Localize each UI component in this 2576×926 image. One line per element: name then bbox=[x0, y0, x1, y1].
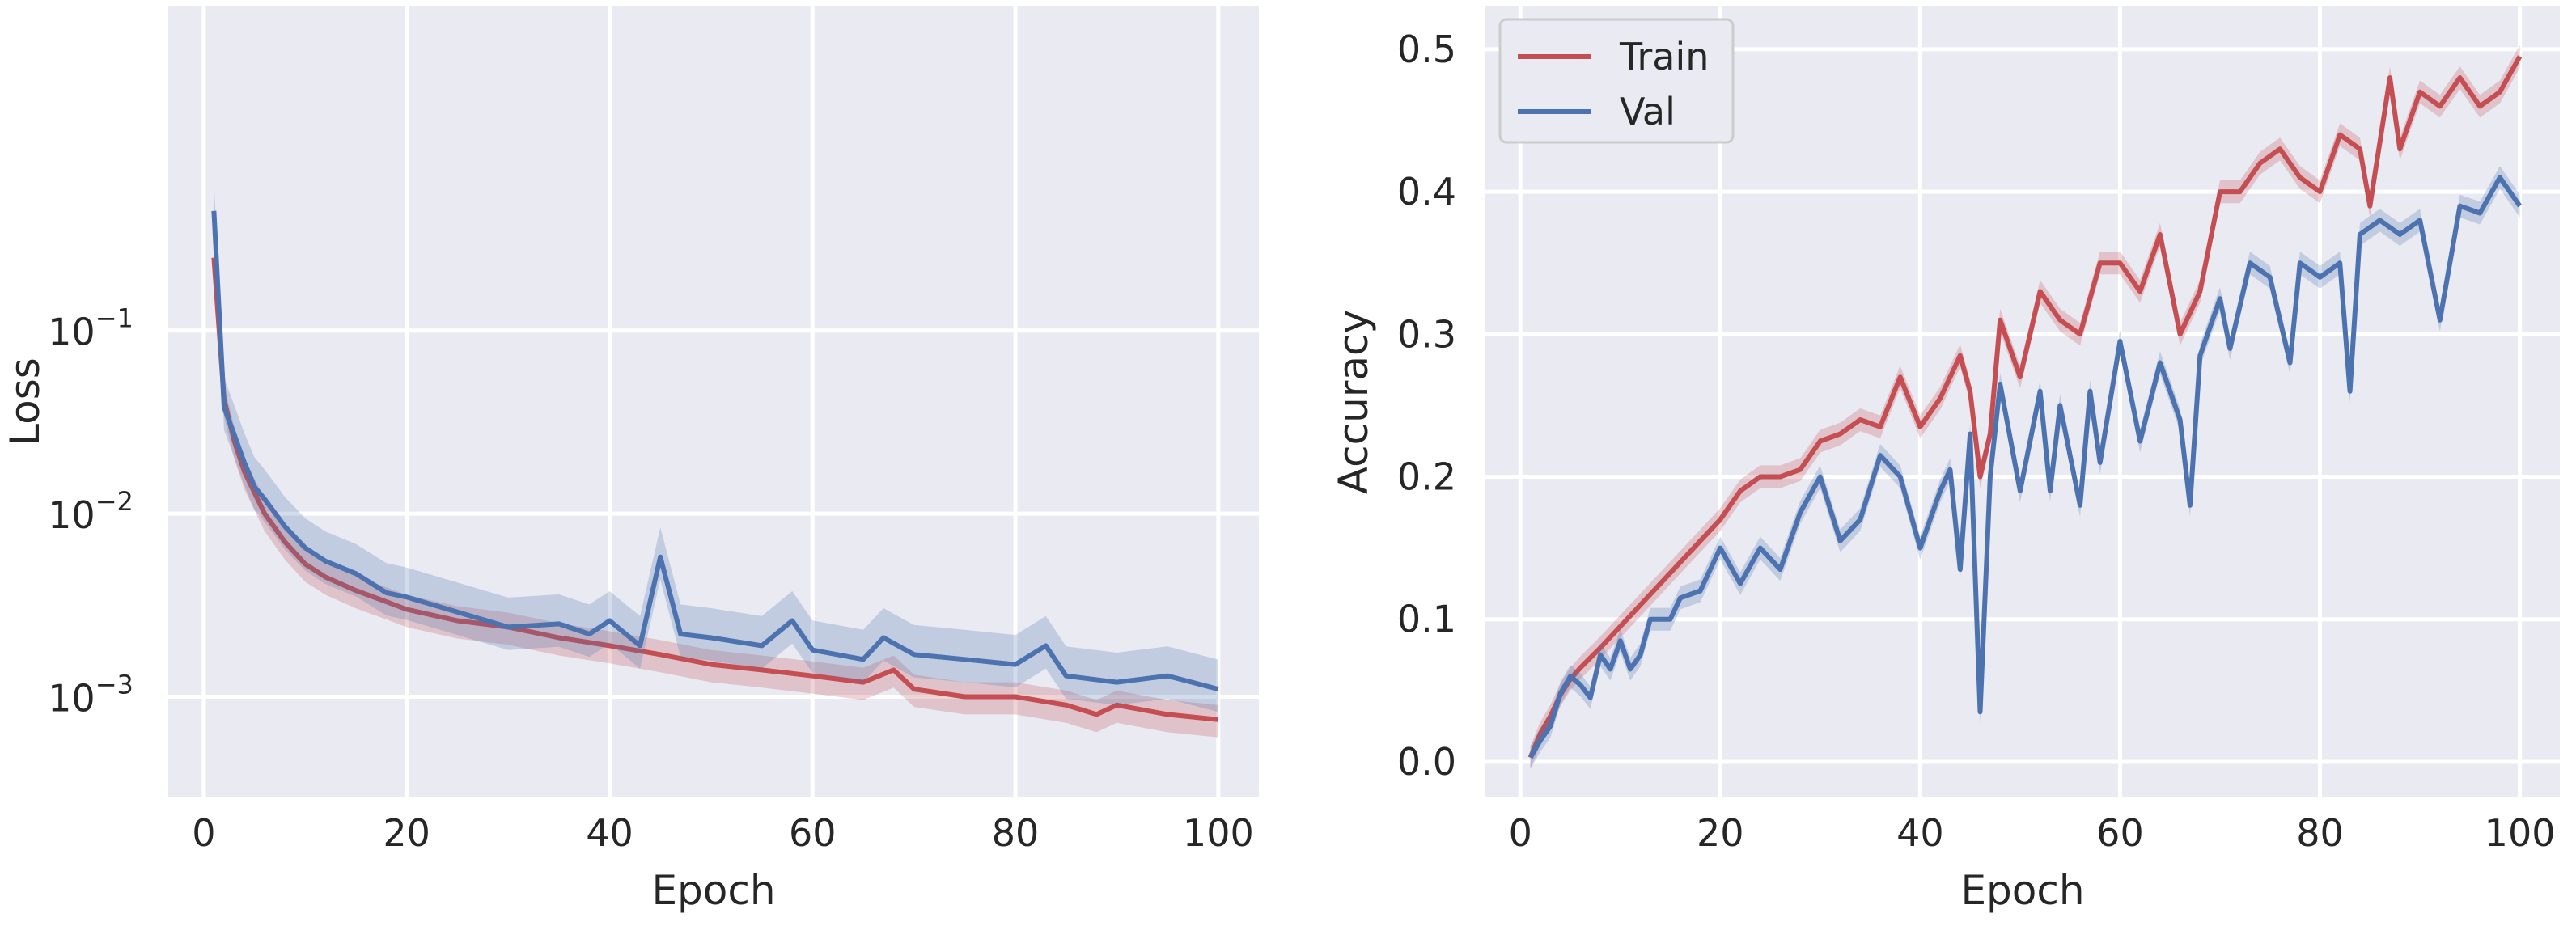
y-tick-base: 10 bbox=[48, 311, 95, 354]
series-line bbox=[211, 210, 1219, 692]
x-tick-label: 80 bbox=[2296, 811, 2344, 855]
y-tick-exponent: −3 bbox=[95, 669, 133, 700]
x-tick-label: 0 bbox=[192, 811, 215, 855]
x-tick-label: 20 bbox=[1697, 811, 1744, 855]
y-tick-label: 0.1 bbox=[1397, 598, 1456, 641]
series-band bbox=[214, 181, 1218, 712]
x-tick-label: 20 bbox=[383, 811, 430, 855]
accuracy-chart: 0 20 40 60 80 100 0.0 0.1 0.2 0.3 0.4 0.5 Epoch Accur… bbox=[1330, 6, 2560, 914]
x-tick-label: 60 bbox=[2096, 811, 2144, 855]
y-tick-exponent: −2 bbox=[95, 486, 133, 517]
x-tick-label: 100 bbox=[1183, 811, 1254, 855]
series-line bbox=[1528, 175, 2523, 759]
y-tick-label: 10−3 bbox=[48, 669, 133, 720]
y-tick-label: 0.3 bbox=[1397, 312, 1456, 356]
y-tick-label: 10−2 bbox=[48, 486, 133, 537]
y-tick-label: 0.0 bbox=[1397, 740, 1456, 784]
legend-label: Train bbox=[1619, 35, 1709, 78]
x-tick-label: 40 bbox=[586, 811, 633, 855]
y-tick-label: 10−1 bbox=[48, 303, 133, 354]
y-tick-base: 10 bbox=[48, 493, 95, 537]
series-line bbox=[211, 257, 1219, 722]
x-axis-label: Epoch bbox=[1960, 867, 2084, 914]
y-tick-label: 0.2 bbox=[1397, 455, 1456, 499]
x-tick-label: 0 bbox=[1509, 811, 1532, 855]
legend-label: Val bbox=[1620, 90, 1676, 133]
y-tick-base: 10 bbox=[48, 676, 95, 720]
x-tick-label: 60 bbox=[789, 811, 837, 855]
y-axis-label: Loss bbox=[2, 357, 49, 446]
y-axis-label: Accuracy bbox=[1330, 310, 1377, 494]
y-tick-exponent: −1 bbox=[95, 303, 133, 334]
y-tick-label: 0.4 bbox=[1397, 170, 1456, 214]
y-tick-label: 0.5 bbox=[1397, 27, 1456, 71]
x-tick-label: 80 bbox=[992, 811, 1040, 855]
x-tick-label: 100 bbox=[2485, 811, 2556, 855]
x-axis-label: Epoch bbox=[651, 867, 775, 914]
series-line bbox=[1527, 55, 2523, 759]
x-tick-label: 40 bbox=[1896, 811, 1944, 855]
